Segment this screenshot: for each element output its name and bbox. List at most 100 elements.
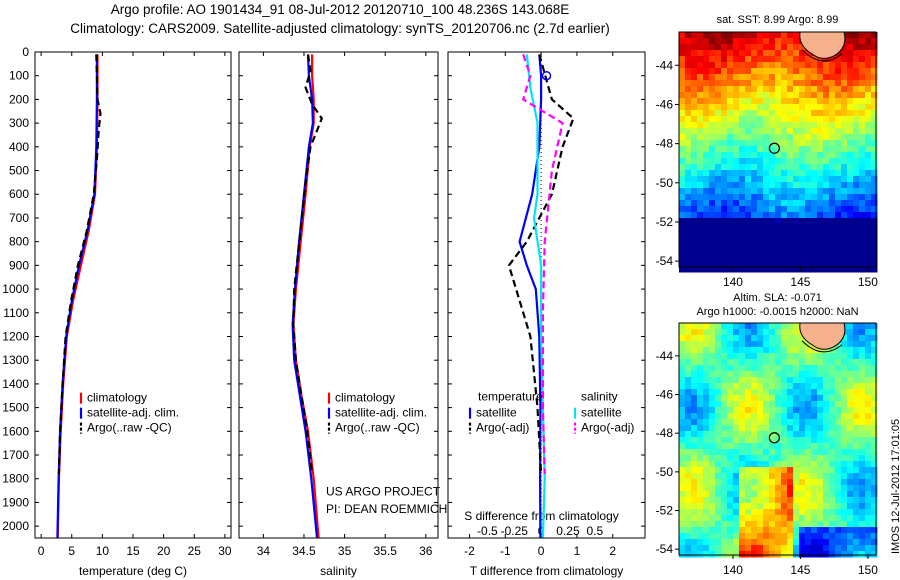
map-cell: [745, 551, 752, 558]
map-cell: [745, 260, 752, 267]
map-cell: [787, 353, 794, 360]
map-cell: [763, 539, 770, 546]
map-cell: [757, 515, 764, 522]
map-cell: [685, 32, 692, 39]
map-cell: [709, 128, 716, 135]
map-cell: [685, 449, 692, 456]
map-cell: [727, 413, 734, 420]
map-cell: [769, 158, 776, 165]
map-cell: [781, 419, 788, 426]
map-cell: [811, 74, 818, 81]
map-cell: [739, 206, 746, 213]
map-cell: [715, 44, 722, 51]
map-cell: [691, 98, 698, 105]
map-cell: [715, 347, 722, 354]
map-cell: [865, 377, 872, 384]
map-cell: [769, 521, 776, 528]
map-cell: [841, 371, 848, 378]
map-cell: [817, 212, 824, 219]
map-cell: [865, 140, 872, 147]
map-cell: [679, 341, 686, 348]
map-cell: [865, 242, 872, 249]
map-cell: [721, 395, 728, 402]
map-cell: [757, 491, 764, 498]
map-cell: [727, 56, 734, 63]
map-cell: [709, 401, 716, 408]
map-cell: [817, 377, 824, 384]
map-cell: [793, 359, 800, 366]
map-cell: [703, 62, 710, 69]
map-cell: [727, 479, 734, 486]
map-cell: [793, 74, 800, 81]
map-cell: [769, 533, 776, 540]
map-cell: [709, 146, 716, 153]
map-cell: [727, 98, 734, 105]
map-cell: [739, 461, 746, 468]
map-cell: [835, 182, 842, 189]
map-cell: [691, 140, 698, 147]
map-cell: [775, 449, 782, 456]
map-cell: [697, 164, 704, 171]
map-cell: [709, 242, 716, 249]
map-cell: [811, 80, 818, 87]
map-cell: [841, 92, 848, 99]
map-cell: [817, 200, 824, 207]
map-cell: [685, 62, 692, 69]
map-cell: [733, 38, 740, 45]
map-cell: [793, 266, 800, 273]
map-cell: [697, 92, 704, 99]
map-cell: [685, 503, 692, 510]
y-tick-label: 1200: [2, 329, 29, 343]
map-cell: [739, 200, 746, 207]
map-cell: [715, 395, 722, 402]
map-cell: [805, 134, 812, 141]
map-cell: [799, 68, 806, 75]
map-cell: [721, 146, 728, 153]
map-cell: [757, 371, 764, 378]
x-tick-label: 0: [38, 544, 45, 558]
map-cell: [679, 491, 686, 498]
map-cell: [835, 431, 842, 438]
map-cell: [769, 365, 776, 372]
map-cell: [853, 206, 860, 213]
map-cell: [739, 260, 746, 267]
map-cell: [775, 200, 782, 207]
map-cell: [703, 38, 710, 45]
map-cell: [811, 527, 818, 534]
map-cell: [745, 224, 752, 231]
map-cell: [793, 449, 800, 456]
map-cell: [823, 254, 830, 261]
map-cell: [697, 353, 704, 360]
map-cell: [859, 551, 866, 558]
map-cell: [739, 122, 746, 129]
map-cell: [763, 140, 770, 147]
map-cell: [745, 182, 752, 189]
map-cell: [853, 164, 860, 171]
map-cell: [823, 176, 830, 183]
map-cell: [745, 158, 752, 165]
map-cell: [829, 533, 836, 540]
map-cell: [847, 92, 854, 99]
map-cell: [817, 497, 824, 504]
x-tick-label: 10: [96, 544, 110, 558]
map-cell: [823, 401, 830, 408]
map-cell: [691, 128, 698, 135]
map-cell: [733, 485, 740, 492]
map-cell: [679, 140, 686, 147]
map-cell: [835, 188, 842, 195]
map-cell: [745, 347, 752, 354]
map-cell: [697, 116, 704, 123]
map-cell: [727, 431, 734, 438]
map-cell: [793, 503, 800, 510]
map-cell: [709, 335, 716, 342]
map-cell: [727, 128, 734, 135]
map-cell: [799, 74, 806, 81]
map-cell: [841, 74, 848, 81]
map-cell: [733, 407, 740, 414]
map-cell: [763, 158, 770, 165]
y-tick-label: -46: [656, 388, 674, 402]
map-cell: [781, 383, 788, 390]
map-cell: [847, 254, 854, 261]
map-cell: [859, 50, 866, 57]
map-cell: [859, 425, 866, 432]
